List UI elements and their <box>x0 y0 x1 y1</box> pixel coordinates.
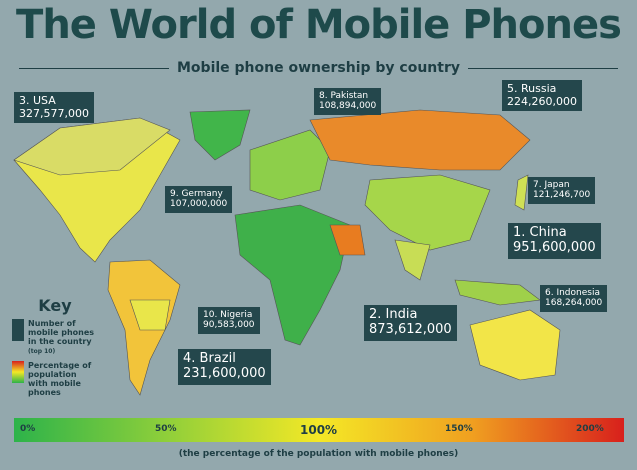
callout: 5. Russia 224,260,000 <box>502 80 582 112</box>
phone-count: 90,583,000 <box>203 320 255 331</box>
phone-count: 107,000,000 <box>170 199 228 210</box>
key-item: Number of mobile phones in the country (t… <box>12 319 98 355</box>
key-label: Percentage of population with mobile pho… <box>28 361 92 397</box>
callout: 4. Brazil 231,600,000 <box>178 349 271 385</box>
scale-bar <box>14 418 624 442</box>
country-label: 9. Germany <box>170 189 223 199</box>
callout: 10. Nigeria 90,583,000 <box>198 307 260 334</box>
country-label: 4. Brazil <box>183 351 236 366</box>
country-label: 8. Pakistan <box>319 91 369 101</box>
subtitle: Mobile phone ownership by country <box>0 60 637 76</box>
phone-count: 224,260,000 <box>507 94 577 108</box>
country-label: 2. India <box>369 307 418 322</box>
callout: 8. Pakistan 108,894,000 <box>314 88 382 115</box>
key: Key Number of mobile phones in the count… <box>12 296 98 397</box>
scale-tick: 50% <box>155 424 177 434</box>
phone-count: 873,612,000 <box>369 321 452 337</box>
callout: 3. USA 327,577,000 <box>14 92 94 124</box>
callout: 6. Indonesia 168,264,000 <box>540 285 608 312</box>
scale-tick: 100% <box>300 423 338 437</box>
key-item: Percentage of population with mobile pho… <box>12 361 98 397</box>
country-label: 6. Indonesia <box>545 288 600 298</box>
country-label: 7. Japan <box>533 180 570 190</box>
country-label: 5. Russia <box>507 82 557 95</box>
world-map <box>13 109 561 396</box>
scale-tick: 150% <box>445 424 473 434</box>
country-label: 3. USA <box>19 94 56 107</box>
title: The World of Mobile Phones <box>16 2 622 48</box>
country-label: 10. Nigeria <box>203 310 253 320</box>
phone-count: 121,246,700 <box>533 190 591 201</box>
country-label: 1. China <box>513 225 567 240</box>
key-title: Key <box>38 296 72 315</box>
scale-tick: 0% <box>20 424 36 434</box>
phone-count: 951,600,000 <box>513 239 596 255</box>
scale-tick: 200% <box>576 424 604 434</box>
callout: 7. Japan 121,246,700 <box>528 177 596 204</box>
phone-count: 108,894,000 <box>319 101 377 112</box>
swatch <box>12 361 24 383</box>
callout: 1. China 951,600,000 <box>508 223 601 259</box>
scale-caption: (the percentage of the population with m… <box>178 449 459 459</box>
swatch <box>12 319 24 341</box>
key-label: Number of mobile phones in the country <box>28 319 95 346</box>
callout: 2. India 873,612,000 <box>364 305 457 341</box>
phone-count: 168,264,000 <box>545 298 603 309</box>
phone-count: 231,600,000 <box>183 365 266 381</box>
callout: 9. Germany 107,000,000 <box>165 186 233 213</box>
phone-count: 327,577,000 <box>19 106 89 120</box>
key-note: (top 10) <box>28 348 56 355</box>
